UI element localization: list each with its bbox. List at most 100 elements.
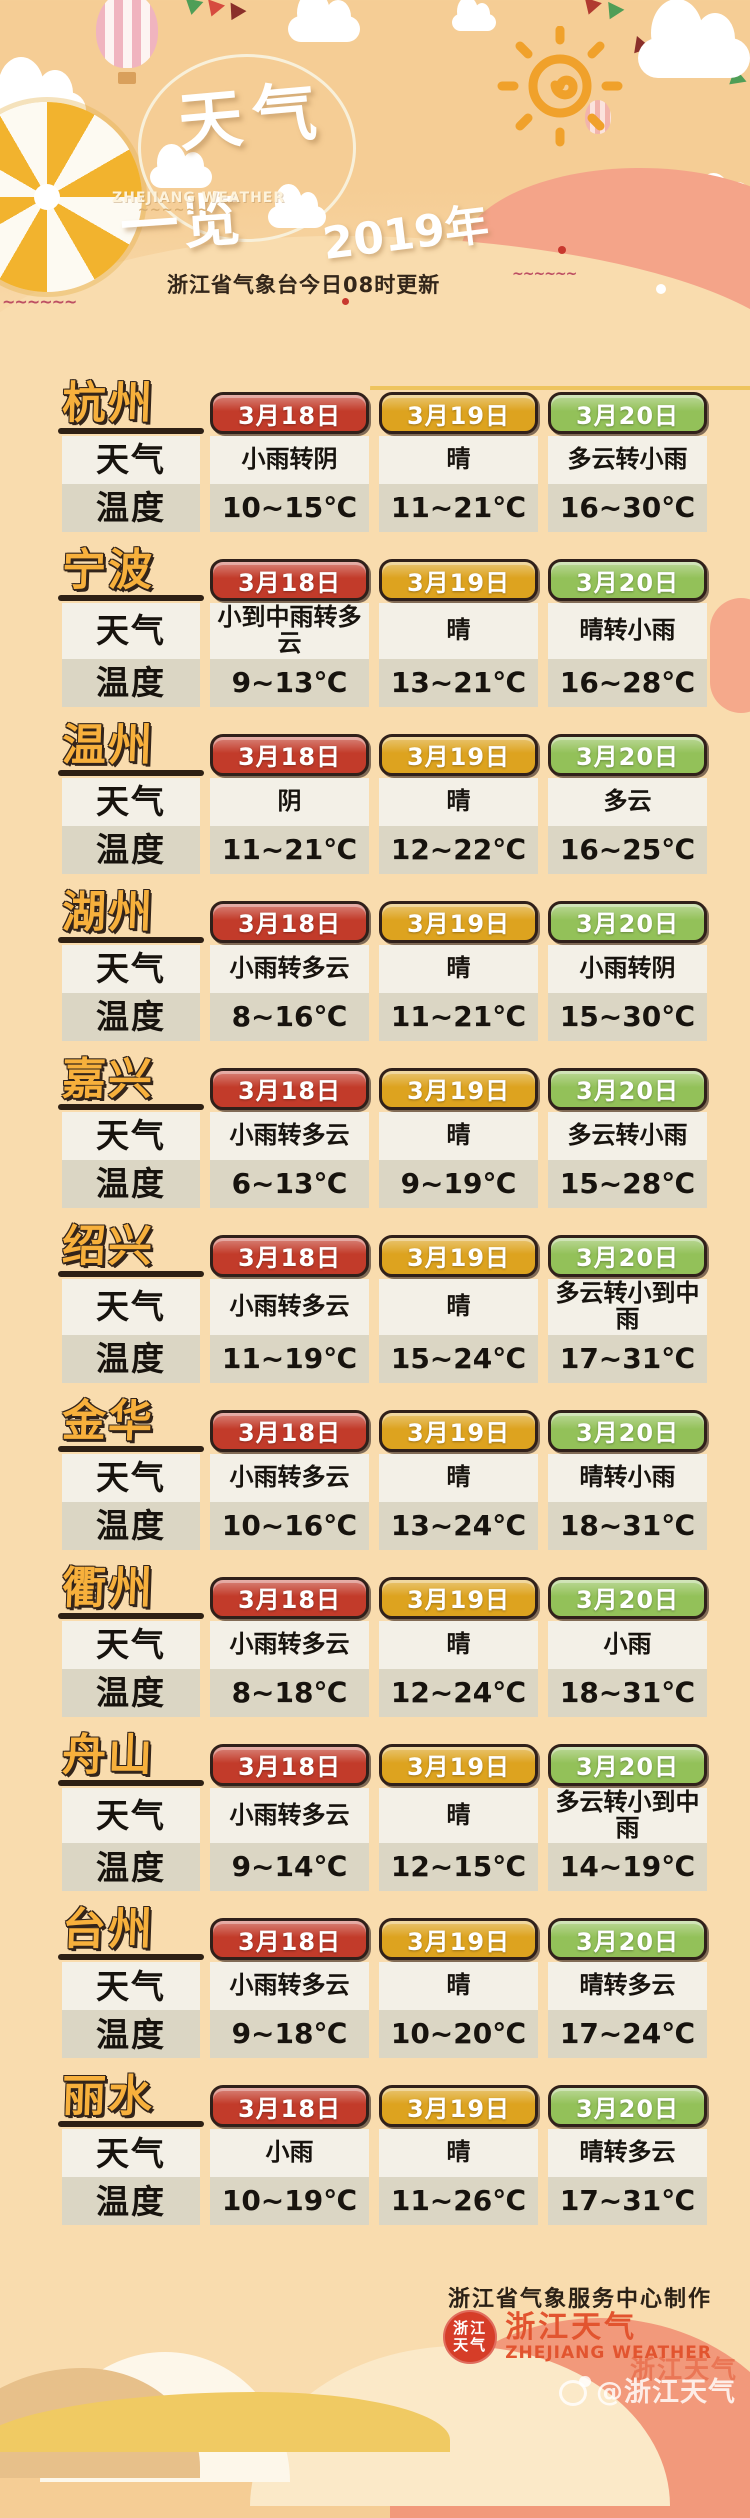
city-section: 温州 3月18日 3月19日 3月20日 天气 阴 晴 多云 温度 11~21℃… [58,720,707,874]
temperature-cell-2: 11~21℃ [379,484,538,532]
title-year: 2019年 [320,199,492,270]
temperature-cell-2: 13~24℃ [379,1501,538,1550]
date-header-3: 3月20日 [548,559,707,601]
row-label-weather: 天气 [62,1787,200,1844]
hot-air-balloon-icon [96,0,158,84]
title-circle [138,54,356,242]
deco-dot [342,298,349,305]
city-section: 绍兴 3月18日 3月19日 3月20日 天气 小雨转多云 晴 多云转小到中雨 … [58,1221,707,1383]
temperature-cell-1: 6~13℃ [210,1159,369,1208]
page-title-line2: 一览 [118,184,247,262]
date-header-3: 3月20日 [548,1743,707,1786]
temperature-cell-3: 17~31℃ [548,1334,707,1383]
weather-cell-3: 小雨转阴 [548,944,707,993]
date-header-1: 3月18日 [210,900,369,943]
temperature-cell-2: 10~20℃ [379,2010,538,2059]
temperature-cell-3: 16~30℃ [548,484,707,532]
date-header-1: 3月18日 [210,392,369,434]
zigzag-deco: ~~~~~~ [512,266,577,282]
city-name: 丽水 [58,2071,204,2128]
weather-cell-3: 多云转小雨 [548,1111,707,1160]
temperature-cell-1: 10~16℃ [210,1501,369,1550]
row-label-temperature: 温度 [62,1843,200,1892]
temperature-cell-2: 12~15℃ [379,1843,538,1892]
weather-cell-2: 晴 [379,603,538,659]
temperature-cell-1: 10~19℃ [210,2177,369,2226]
brand-seal-icon: 浙江天气 [443,2310,498,2364]
temperature-cell-3: 15~28℃ [548,1159,707,1208]
city-section: 丽水 3月18日 3月19日 3月20日 天气 小雨 晴 晴转多云 温度 10~… [58,2071,707,2226]
footer-credit: 浙江省气象服务中心制作 [447,2287,712,2312]
temperature-cell-1: 9~13℃ [210,658,369,707]
date-header-1: 3月18日 [210,1067,369,1110]
temperature-cell-2: 13~21℃ [379,658,538,707]
weather-cell-2: 晴 [379,777,538,826]
cloud-icon [638,0,750,78]
weather-cell-1: 小雨转多云 [210,1278,369,1335]
zigzag-deco: ~~~~~~ [138,203,210,218]
row-label-weather: 天气 [62,603,200,659]
date-header-1: 3月18日 [210,733,369,776]
date-header-1: 3月18日 [210,1234,369,1277]
temperature-cell-3: 17~31℃ [548,2177,707,2226]
brand-name-en: ZHEJIANG WEATHER [505,2343,712,2364]
weibo-avatar-icon [559,2375,591,2406]
weather-cell-1: 小雨转多云 [210,1620,369,1669]
row-label-temperature: 温度 [62,2010,200,2059]
temperature-cell-1: 9~14℃ [210,1843,369,1892]
date-header-2: 3月19日 [379,1409,538,1452]
temperature-cell-1: 8~16℃ [210,992,369,1041]
weather-cell-3: 小雨 [548,1620,707,1669]
title-latin: ZHEJIANG WEATHER [112,190,286,206]
date-header-2: 3月19日 [379,900,538,943]
date-header-2: 3月19日 [379,733,538,776]
header-decor: ~~~~~~ ~~~~~~ [0,0,750,390]
deco-dot [656,284,666,294]
temperature-cell-2: 11~21℃ [379,992,538,1041]
temperature-cell-2: 11~26℃ [379,2177,538,2226]
city-name: 宁波 [58,545,204,601]
temperature-cell-3: 17~24℃ [548,2010,707,2059]
row-label-weather: 天气 [62,1453,200,1502]
weather-cell-1: 小到中雨转多云 [210,603,369,659]
brand-logo: 浙江天气 浙江天气 ZHEJIANG WEATHER [443,2310,712,2364]
weather-cell-2: 晴 [379,1453,538,1502]
temperature-cell-2: 12~24℃ [379,1668,538,1717]
watermark-text: @浙江天气 [596,2377,736,2408]
weather-cell-1: 小雨转多云 [210,1453,369,1502]
weather-cell-1: 小雨转多云 [210,944,369,993]
city-name: 衢州 [58,1563,204,1619]
date-header-2: 3月19日 [379,1918,538,1961]
city-section: 台州 3月18日 3月19日 3月20日 天气 小雨转多云 晴 晴转多云 温度 … [58,1904,707,2059]
city-name: 湖州 [58,887,204,943]
weather-cell-2: 晴 [379,1620,538,1669]
watermark: @浙江天气 [559,2370,736,2409]
weather-cell-3: 晴转小雨 [548,1453,707,1502]
row-label-temperature: 温度 [62,992,200,1041]
update-note: 浙江省气象台今日08时更新 [167,273,441,297]
temperature-cell-1: 9~18℃ [210,2010,369,2059]
date-header-1: 3月18日 [210,559,369,601]
cloud-icon [452,0,496,31]
row-label-temperature: 温度 [62,1668,200,1717]
zigzag-deco: ~~~~~~ [2,292,77,311]
city-name: 舟山 [58,1730,204,1786]
date-header-3: 3月20日 [548,1918,707,1961]
date-header-3: 3月20日 [548,2085,707,2128]
row-label-weather: 天气 [62,2129,200,2178]
weather-cell-2: 晴 [379,944,538,993]
date-header-3: 3月20日 [548,1576,707,1619]
weather-cell-1: 小雨转多云 [210,1787,369,1844]
city-section: 杭州 3月18日 3月19日 3月20日 天气 小雨转阴 晴 多云转小雨 温度 … [58,378,707,532]
weather-cell-1: 阴 [210,777,369,826]
title-cloud-icon [268,184,326,228]
date-header-3: 3月20日 [548,392,707,434]
row-label-weather: 天气 [62,1620,200,1669]
header: 天气 一览 2019年 ZHEJIANG WEATHER ~~~~~~ 浙江省气… [0,0,750,380]
sun-icon [497,26,623,147]
city-section: 舟山 3月18日 3月19日 3月20日 天气 小雨转多云 晴 多云转小到中雨 … [58,1730,707,1892]
weather-cell-3: 晴转多云 [548,2129,707,2178]
weather-cell-2: 晴 [379,1787,538,1844]
weather-cell-2: 晴 [379,436,538,484]
temperature-cell-1: 10~15℃ [210,484,369,532]
